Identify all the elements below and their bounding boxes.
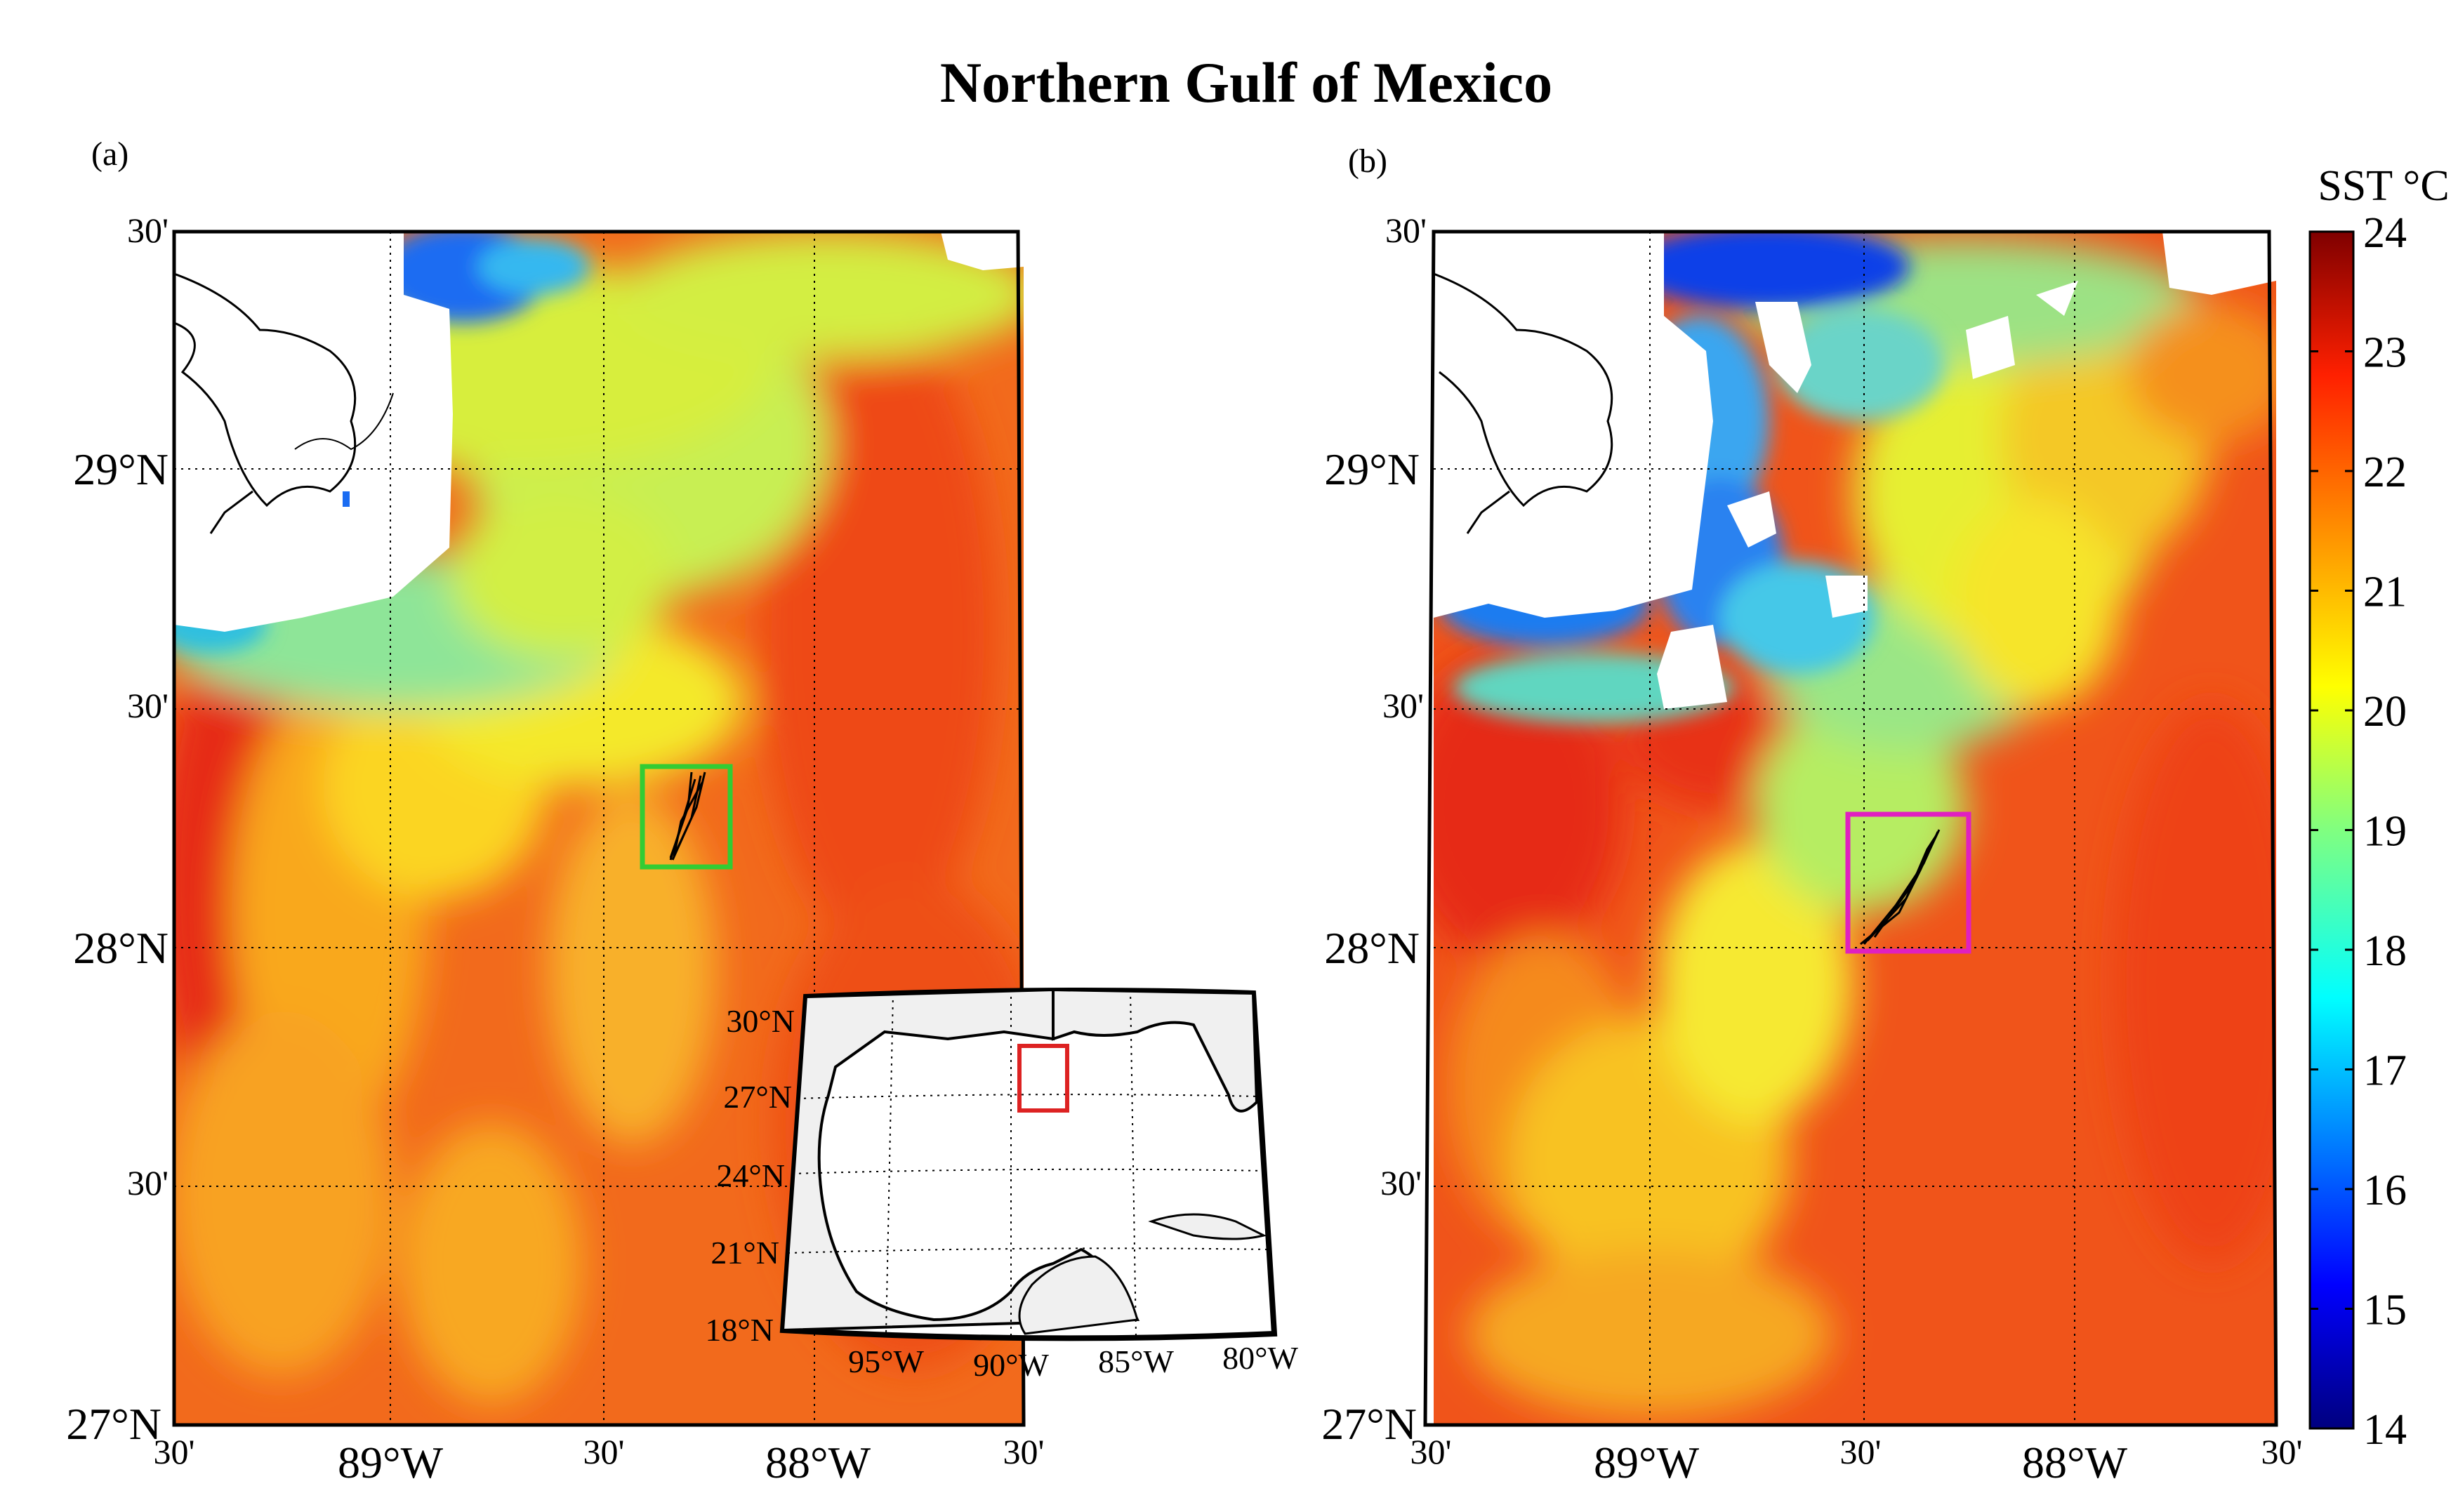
colorbar-tick-label: 19 (2363, 808, 2407, 856)
colorbar-tick-label: 18 (2363, 927, 2407, 975)
inset-lon-label: 85°W (1098, 1344, 1174, 1379)
colorbar-tick-label: 17 (2363, 1047, 2407, 1095)
panel-b-lat-label: 28°N (1324, 923, 1420, 973)
panel-b-lon-label: 30' (1410, 1432, 1451, 1471)
inset-lat-label: 27°N (723, 1079, 792, 1115)
panel-a-lon-label: 30' (153, 1432, 194, 1471)
panel-b-study-box (1845, 811, 1971, 954)
colorbar-tick-label: 14 (2363, 1406, 2407, 1454)
colorbar-tick-label: 16 (2363, 1167, 2407, 1214)
panel-a-lat-label: 30' (127, 1163, 169, 1202)
panel-a-lon-label: 89°W (338, 1438, 444, 1487)
panel-b-label: (b) (1348, 142, 1387, 180)
panel-b-lat-label: 30' (1380, 1163, 1422, 1202)
panel-a-lon-label: 88°W (765, 1438, 871, 1487)
panel-b-drifter-tracks (1860, 829, 1941, 946)
inset-map: 30°N 27°N 24°N 21°N 18°N 95°W 90°W 85°W … (705, 988, 1298, 1383)
panel-b-lat-label: 30' (1382, 686, 1424, 725)
colorbar-tick-label: 21 (2363, 569, 2407, 616)
panel-b-lat-label: 30' (1385, 211, 1427, 250)
colorbar-tick-label: 20 (2363, 688, 2407, 736)
inset-lat-label: 21°N (711, 1235, 779, 1271)
inset-lon-label: 90°W (973, 1347, 1049, 1383)
panel-a-lat-label: 27°N (66, 1399, 161, 1449)
panel-b-lon-label: 30' (2261, 1432, 2302, 1471)
panel-a-lon-label: 30' (583, 1432, 624, 1471)
panel-b-lon-label: 89°W (1594, 1438, 1700, 1487)
panel-b-lon-label: 88°W (2022, 1438, 2128, 1487)
panel-b: (b) (1321, 142, 2302, 1487)
colorbar-label: SST °C (2318, 162, 2449, 210)
panel-a-study-box (640, 764, 733, 870)
colorbar-tick-label: 22 (2363, 449, 2407, 496)
panel-a-lon-label: 30' (1003, 1432, 1044, 1471)
panel-a-drifter-tracks (669, 771, 706, 861)
inset-study-box (1017, 1044, 1069, 1113)
inset-lat-label: 30°N (726, 1003, 795, 1039)
panel-b-lat-label: 27°N (1321, 1399, 1417, 1449)
colorbar-tick-label: 23 (2363, 329, 2407, 377)
panel-a-lat-label: 29°N (73, 444, 169, 494)
inset-lon-label: 95°W (848, 1344, 924, 1379)
panel-a-lat-label: 30' (127, 686, 169, 725)
colorbar-tick-label: 15 (2363, 1287, 2407, 1334)
panel-a-lat-label: 28°N (73, 923, 169, 973)
inset-lon-label: 80°W (1222, 1340, 1298, 1376)
figure-title: Northern Gulf of Mexico (940, 51, 1552, 114)
colorbar-ticks: 24 23 22 21 20 19 18 17 16 15 14 (2310, 209, 2407, 1454)
panel-a-label: (a) (91, 135, 128, 173)
panel-a-lat-label: 30' (127, 211, 169, 250)
colorbar: SST °C 24 23 22 21 20 19 18 17 16 15 14 (2308, 162, 2450, 1454)
panel-b-sst-field (1434, 232, 2276, 1425)
panel-b-lon-label: 30' (1839, 1432, 1881, 1471)
inset-lat-label: 18°N (705, 1312, 774, 1348)
panel-b-lat-label: 29°N (1324, 444, 1420, 494)
inset-lat-label: 24°N (716, 1158, 785, 1193)
colorbar-tick-label: 24 (2363, 209, 2407, 257)
